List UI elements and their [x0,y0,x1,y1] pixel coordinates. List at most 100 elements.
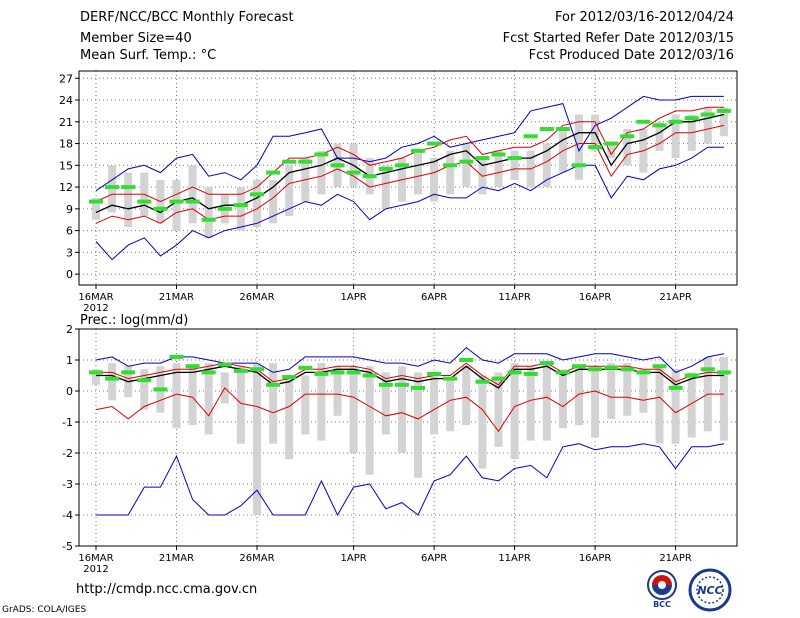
ensemble-box [204,363,213,435]
x-tick-label: 1APR [341,553,367,564]
control-marker [443,163,458,168]
control-marker [298,159,313,164]
y-tick-label: 3 [66,246,73,259]
control-marker [121,185,136,190]
y-tick-label: 18 [59,138,73,151]
y-tick-label: 0 [66,268,73,281]
chart-title: DERF/NCC/BCC Monthly Forecast [80,10,294,25]
bcc-logo: BCC [647,570,677,608]
control-marker [185,199,200,204]
control-marker [507,370,522,375]
control-marker [217,362,232,367]
ensemble-box [349,366,358,453]
x-tick-label: 1APR [341,292,367,303]
control-marker [620,367,635,372]
control-marker [185,364,200,369]
ncc-logo: NCC [688,568,732,612]
control-marker [668,119,683,124]
ensemble-box [575,366,583,426]
y-tick-label: 15 [59,159,73,172]
control-marker [588,367,603,372]
ensemble-box [526,366,535,441]
control-marker [250,192,264,197]
control-marker [539,361,554,366]
control-marker [588,145,603,150]
control-marker [282,375,297,380]
x-tick-label: 16MAR [78,553,113,564]
ensemble-box [269,179,278,224]
ensemble-box [414,372,422,478]
control-marker [330,163,345,168]
y-tick-label: 2 [66,323,73,336]
control-marker [491,152,506,157]
control-marker [378,166,393,171]
ensemble-max-line [95,346,724,373]
x-year-label: 2012 [83,303,108,314]
control-marker [700,367,715,372]
spread-lower-line [95,387,724,433]
ensemble-box [655,121,664,151]
control-marker [169,199,184,204]
ensemble-box [430,158,439,202]
control-marker [362,373,377,378]
ensemble-box [542,363,551,441]
y-tick-label: 21 [59,116,73,129]
control-marker [314,371,329,376]
control-marker [572,163,586,168]
temperature-panel: 0 3 6 9 12 15 18 21 24 27 16MAR 21MAR 26MAR 1APR 6APR 1… [59,70,738,314]
plot-frame [78,328,738,547]
prec-panel-title: Prec.: log(mm/d) [80,313,188,328]
ensemble-box [719,107,728,137]
ensemble-box [575,114,583,180]
svg-text:BCC: BCC [653,600,671,608]
x-tick-label: 21APR [659,292,692,303]
spread-lower-line [95,124,725,224]
started-refer-date: Fcst Started Refer Date 2012/03/15 [502,31,734,46]
ensemble-box [446,150,455,195]
ensemble-box [623,363,632,416]
control-marker [266,170,281,175]
y-tick-label: 6 [66,225,73,238]
control-marker [137,378,152,383]
control-marker [604,141,619,146]
control-marker [314,152,329,157]
footer-url[interactable]: http://cmdp.ncc.cma.gov.cn [76,582,258,597]
x-tick-label: 6APR [421,292,447,303]
spread-upper-line [95,106,724,203]
ensemble-box [462,143,471,188]
control-marker [620,134,635,139]
grads-credit: GrADS: COLA/IGES [2,605,87,615]
y-tick-label: -2 [62,447,73,460]
control-marker [459,159,474,164]
ensemble-box [462,366,471,426]
ensemble-box [285,375,294,460]
ensemble-box [317,363,326,441]
ensemble-box [446,378,455,432]
control-marker [507,156,522,161]
ensemble-box [236,187,245,231]
control-marker [201,370,216,375]
y-tick-label: -4 [62,509,73,522]
control-marker [362,174,377,179]
control-marker [684,373,699,378]
control-marker [394,163,409,168]
ensemble-mean-line [96,365,724,389]
ensemble-box [188,366,197,426]
control-marker [652,123,667,128]
x-tick-label: 16APR [579,292,612,303]
control-marker [330,370,345,375]
control-marker [700,112,715,117]
control-marker [201,217,216,222]
ensemble-box [204,187,213,238]
ensemble-box [607,363,616,419]
control-marker [233,203,248,208]
control-marker [716,108,731,113]
svg-text:NCC: NCC [697,584,722,597]
control-marker [604,365,619,370]
spread-upper-line [96,362,724,386]
ensemble-box [253,179,261,227]
ensemble-mean-line [95,113,725,214]
ensemble-box [494,150,503,188]
ensemble-box [414,150,422,195]
control-marker [266,382,281,387]
